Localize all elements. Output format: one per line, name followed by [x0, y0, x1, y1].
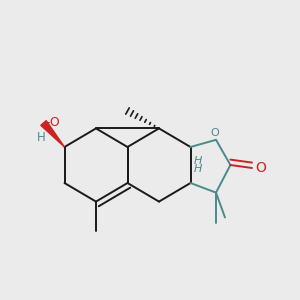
Text: H: H — [194, 156, 202, 166]
Text: O: O — [255, 161, 266, 175]
Text: O: O — [210, 128, 219, 138]
Polygon shape — [41, 121, 64, 147]
Text: H: H — [194, 164, 202, 174]
Text: H: H — [37, 131, 46, 144]
Text: -O: -O — [45, 116, 60, 130]
